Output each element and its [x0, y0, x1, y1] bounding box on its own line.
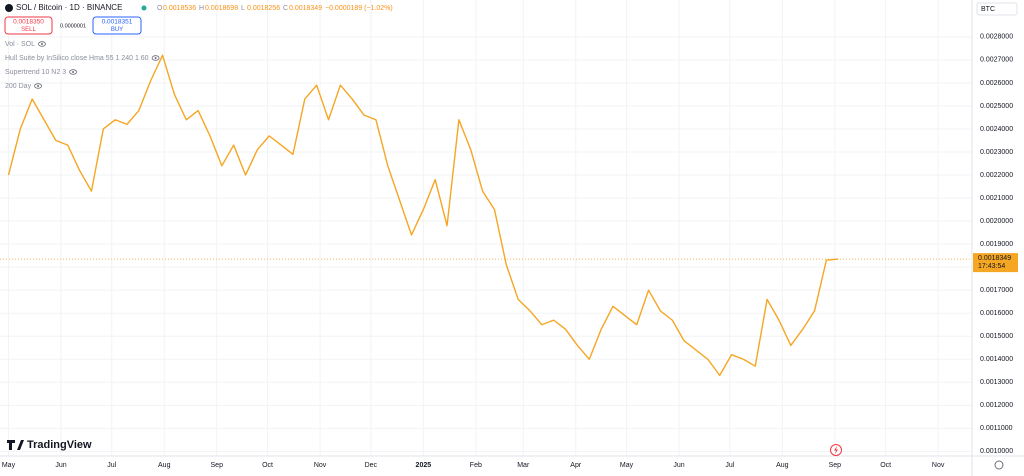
y-tick-label: 0.0019000: [980, 241, 1013, 248]
ohlc-value: 0.0018256: [247, 5, 280, 12]
buy-label: BUY: [111, 27, 123, 33]
symbol-icon: [5, 4, 13, 12]
y-tick-label: 0.0022000: [980, 172, 1013, 179]
y-tick-label: 0.0025000: [980, 103, 1013, 110]
y-tick-label: 0.0015000: [980, 333, 1013, 340]
y-tick-label: 0.0012000: [980, 402, 1013, 409]
indicator-name: Hull Suite by InSilico close Hma 55 1 24…: [5, 55, 149, 62]
visibility-icon[interactable]: [38, 41, 46, 47]
visibility-icon[interactable]: [34, 83, 42, 89]
x-tick-label: Nov: [314, 462, 327, 469]
x-tick-label: Aug: [158, 462, 171, 469]
y-tick-label: 0.0020000: [980, 218, 1013, 225]
y-tick-label: 0.0028000: [980, 34, 1013, 41]
indicator-name: Supertrend 10 N2 3: [5, 69, 66, 76]
x-tick-label: Aug: [776, 462, 789, 469]
ohlc-key: H: [199, 5, 204, 12]
y-tick-label: 0.0026000: [980, 80, 1013, 87]
plot-area: [0, 54, 972, 377]
ohlc-legend: O 0.0018536 H 0.0018698 L 0.0018256 C 0.0018349…: [157, 5, 393, 12]
ohlc-value: 0.0018536: [163, 5, 196, 12]
visibility-icon-pupil: [37, 85, 40, 87]
ohlc-key: C: [283, 5, 288, 12]
x-tick-label: Jun: [55, 462, 66, 469]
brand-logo: [7, 440, 24, 450]
y-tick-label: 0.0016000: [980, 310, 1013, 317]
x-tick-label: 2025: [416, 462, 432, 469]
currency-label: BTC: [981, 6, 995, 13]
visibility-icon-pupil: [154, 57, 157, 59]
indicator-name: Vol · SOL: [5, 41, 35, 48]
y-axis: 0.0010000 0.0011000 0.0012000 0.0013000 0.00…: [973, 34, 1018, 455]
x-tick-label: Nov: [932, 462, 945, 469]
sell-price: 0.0018350: [13, 19, 44, 26]
grid: [0, 0, 972, 456]
y-tick-label: 0.0014000: [980, 356, 1013, 363]
last-price-tag: [973, 253, 1018, 273]
x-tick-label: Dec: [365, 462, 378, 469]
visibility-icon-pupil: [40, 43, 43, 45]
x-tick-label: Sep: [211, 462, 224, 469]
x-tick-label: Jul: [725, 462, 734, 469]
ohlc-value: 0.0018698: [205, 5, 238, 12]
last-price-label: 0.0018349: [978, 255, 1011, 262]
x-tick-label: May: [620, 462, 634, 469]
spread: 0.0000001: [60, 23, 86, 29]
ohlc-key: L: [241, 5, 245, 12]
ohlc-value: 0.0018349: [289, 5, 322, 12]
x-tick-label: Jul: [107, 462, 116, 469]
x-tick-label: Mar: [517, 462, 530, 469]
visibility-icon[interactable]: [69, 69, 78, 75]
ohlc-key: O: [157, 5, 163, 12]
x-tick-label: Sep: [829, 462, 842, 469]
x-tick-label: Apr: [570, 462, 582, 469]
visibility-icon-pupil: [72, 71, 75, 73]
y-tick-label: 0.0013000: [980, 379, 1013, 386]
x-axis: May Jun Jul Aug Sep Oct Nov Dec 2025 Feb Mar Apr May…: [2, 462, 945, 469]
x-tick-label: Oct: [880, 462, 891, 469]
sell-button[interactable]: [4, 16, 53, 35]
indicator-list: Vol · SOL Hull Suite by InSilico close Hm…: [5, 41, 160, 90]
brand-name: TradingView: [27, 439, 92, 451]
x-tick-label: Jun: [673, 462, 684, 469]
y-tick-label: 0.0017000: [980, 287, 1013, 294]
visibility-icon[interactable]: [151, 55, 160, 61]
indicator-name: 200 Day: [5, 83, 32, 90]
y-tick-label: 0.0021000: [980, 195, 1013, 202]
market-status: [141, 5, 147, 11]
buy-price: 0.0018351: [102, 19, 133, 26]
news-icon-bolt: [834, 446, 838, 454]
change: −0.0000189 (−1.02%): [325, 5, 393, 12]
x-tick-label: Oct: [262, 462, 273, 469]
sell-label: SELL: [21, 27, 36, 33]
currency-button[interactable]: [976, 2, 1018, 16]
y-tick-label: 0.0010000: [980, 448, 1013, 455]
y-tick-label: 0.0024000: [980, 126, 1013, 133]
y-tick-label: 0.0023000: [980, 149, 1013, 156]
x-tick-label: May: [2, 462, 16, 469]
countdown: 17:43:54: [978, 263, 1005, 270]
settings-icon[interactable]: [994, 460, 1004, 470]
x-tick-label: Feb: [470, 462, 482, 469]
y-tick-label: 0.0027000: [980, 57, 1013, 64]
symbol-title[interactable]: SOL / Bitcoin · 1D · BINANCE: [16, 3, 122, 12]
buy-button[interactable]: [92, 16, 142, 35]
price-line: [7, 54, 839, 377]
y-tick-label: 0.0011000: [980, 425, 1013, 432]
